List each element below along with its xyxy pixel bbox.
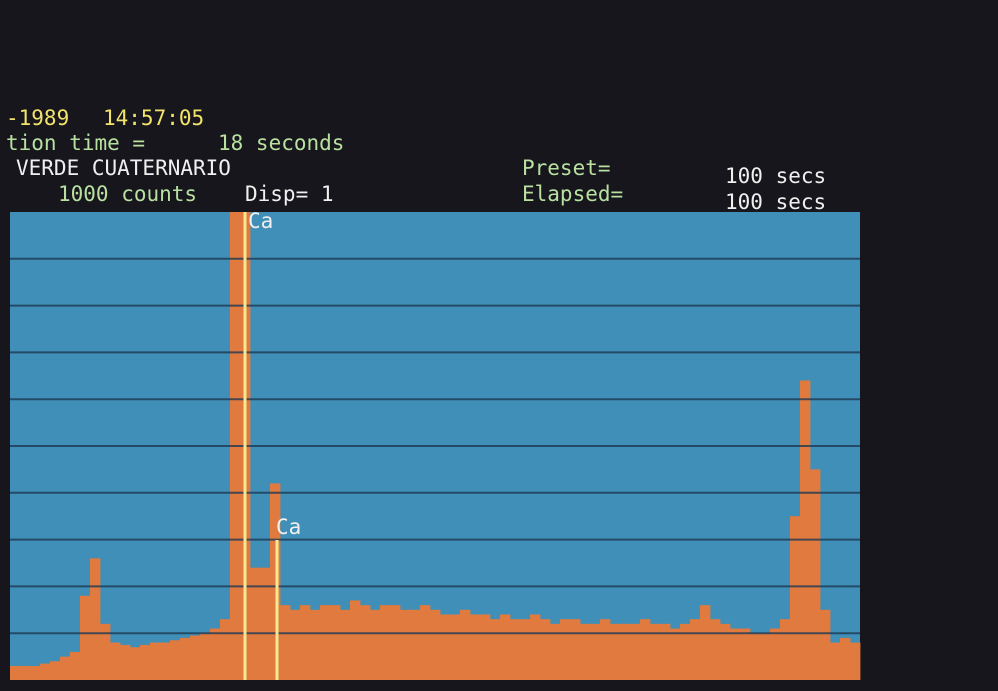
channel-bar <box>690 619 701 680</box>
display: Disp= 1 <box>245 182 334 206</box>
time: 14:57:05 <box>103 106 204 130</box>
acquisition-time: 18 seconds <box>218 131 344 155</box>
preset-value: 100 secs <box>725 164 826 188</box>
channel-bar <box>650 623 661 680</box>
channel-bar <box>60 656 71 680</box>
channel-bar <box>760 633 771 680</box>
date: -1989 <box>6 106 69 130</box>
channel-bar <box>10 665 21 680</box>
channel-bar <box>40 663 51 680</box>
channel-bar <box>280 605 291 680</box>
channel-bar <box>410 609 421 680</box>
channel-bar <box>620 623 631 680</box>
channel-bar <box>50 661 61 680</box>
channel-bar <box>180 637 191 680</box>
channel-bar <box>310 609 321 680</box>
elapsed-value: 100 secs <box>725 190 826 214</box>
channel-bar <box>220 619 231 680</box>
channel-bar <box>450 614 461 680</box>
channel-bar <box>190 635 201 680</box>
elapsed-label: Elapsed= <box>522 182 623 206</box>
channel-bar <box>300 605 311 680</box>
channel-bar <box>730 628 741 680</box>
channel-bar <box>460 609 471 680</box>
channel-bar <box>630 623 641 680</box>
channel-bar <box>30 665 41 680</box>
channel-bar <box>430 609 441 680</box>
channel-bar <box>350 600 361 680</box>
channel-bar <box>580 623 591 680</box>
channel-bar <box>520 619 531 680</box>
channel-bar <box>640 619 651 680</box>
channel-bar <box>160 642 171 680</box>
channel-bar <box>550 623 561 680</box>
channel-bar <box>260 567 271 680</box>
acquisition-label: tion time = <box>6 131 145 155</box>
channel-bar <box>70 651 81 680</box>
channel-bar <box>470 614 481 680</box>
channel-bar <box>170 640 181 680</box>
channel-bar <box>700 605 711 680</box>
channel-bar <box>560 619 571 680</box>
channel-bar <box>320 605 331 680</box>
channel-bar <box>540 619 551 680</box>
channel-bar <box>340 609 351 680</box>
channel-bar <box>600 619 611 680</box>
channel-bar <box>490 619 501 680</box>
channel-bar <box>90 558 101 680</box>
channel-bar <box>610 623 621 680</box>
channel-bar <box>710 619 721 680</box>
channel-bar <box>150 642 161 680</box>
channel-bar <box>480 614 491 680</box>
channel-bar <box>80 595 91 680</box>
channel-bar <box>810 469 821 680</box>
channel-bar <box>210 628 221 680</box>
channel-bar <box>330 605 341 680</box>
scale: 1000 counts <box>58 182 197 206</box>
channel-bar <box>740 628 751 680</box>
channel-bar <box>110 642 121 680</box>
channel-bar <box>100 623 111 680</box>
channel-bar <box>800 380 811 680</box>
channel-bar <box>510 619 521 680</box>
channel-bar <box>120 644 131 680</box>
channel-bar <box>820 609 831 680</box>
channel-bar <box>830 642 841 680</box>
channel-bar <box>770 628 781 680</box>
channel-bar <box>530 614 541 680</box>
channel-bar <box>850 642 861 680</box>
peak-label: Ca <box>248 209 273 233</box>
channel-bar <box>750 633 761 680</box>
channel-bar <box>570 619 581 680</box>
channel-bar <box>250 567 261 680</box>
channel-bar <box>590 623 601 680</box>
channel-bar <box>680 623 691 680</box>
channel-bar <box>720 623 731 680</box>
preset-label: Preset= <box>522 156 611 180</box>
channel-bar <box>440 614 451 680</box>
channel-bar <box>670 628 681 680</box>
channel-bar <box>370 609 381 680</box>
sample-name: VERDE CUATERNARIO <box>16 156 231 180</box>
peak-label: Ca <box>276 515 301 539</box>
channel-bar <box>420 605 431 680</box>
channel-bar <box>780 619 791 680</box>
channel-bar <box>390 605 401 680</box>
channel-bar <box>290 609 301 680</box>
channel-bar <box>660 623 671 680</box>
channel-bar <box>360 605 371 680</box>
channel-bar <box>20 665 31 680</box>
channel-bar <box>130 647 141 680</box>
channel-bar <box>200 633 211 680</box>
channel-bar <box>400 609 411 680</box>
channel-bar <box>840 637 851 680</box>
channel-bar <box>270 483 281 680</box>
channel-bar <box>380 605 391 680</box>
channel-bar <box>790 516 801 680</box>
channel-bar <box>500 614 511 680</box>
channel-bar <box>140 644 151 680</box>
spectrum <box>10 212 861 680</box>
